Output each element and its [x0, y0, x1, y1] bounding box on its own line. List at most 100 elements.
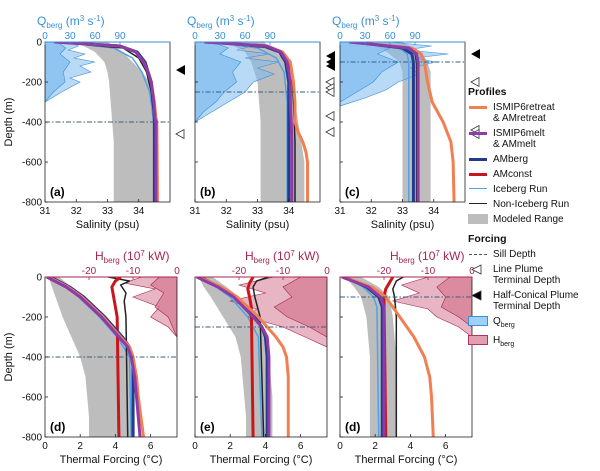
x-tick-label: 32 [366, 206, 378, 217]
legend-melt-swatch [468, 128, 488, 139]
hberg-patch [273, 277, 327, 338]
x-tick-label: 4 [408, 441, 414, 452]
x-axis-label: Salinity (psu) [371, 219, 435, 231]
top-tick-label: 0 [42, 31, 48, 42]
x-tick-label: 31 [334, 206, 346, 217]
panel-letter: (b) [200, 185, 215, 199]
y-axis-label: Depth (m) [3, 98, 15, 147]
top-tick-label: 90 [409, 31, 421, 42]
legend-amconst-swatch [468, 169, 488, 180]
x-tick-label: 2 [372, 441, 378, 452]
top-tick-label: -20 [82, 266, 97, 277]
legend-amberg-label: AMberg [493, 154, 529, 165]
x-tick-label: 4 [263, 441, 269, 452]
cone-plume-marker [176, 65, 185, 75]
top-axis-label: Qberg (m3 s-1) [187, 14, 255, 30]
series-melt [204, 42, 294, 202]
x-tick-label: 0 [192, 441, 198, 452]
legend-amberg: AMberg [468, 154, 598, 165]
top-tick-label: 30 [64, 31, 76, 42]
top-tick-label: 90 [114, 31, 126, 42]
top-tick-label: 0 [174, 266, 180, 277]
top-axis-label: Qberg (m3 s-1) [37, 14, 105, 30]
y-tick-label: -400 [22, 118, 42, 129]
line-plume-marker [325, 110, 335, 122]
plot-area [45, 42, 170, 202]
y-tick-label: -800 [22, 198, 42, 209]
top-tick-label: 30 [359, 31, 371, 42]
legend-box: Profiles ISMIP6retreat & AMretreat ISMIP6… [468, 86, 598, 386]
legend-cone-swatch [468, 290, 488, 301]
top-tick-label: 60 [239, 31, 251, 42]
y-tick-label: -600 [22, 393, 42, 404]
line-plume-marker [325, 86, 335, 98]
panel-letter: (e) [200, 420, 215, 434]
top-tick-label: -10 [421, 266, 436, 277]
y-axis-label: Depth (m) [3, 333, 15, 382]
plot-area [195, 42, 320, 202]
legend-forcing-list: Sill Depth Line Plume Terminal Depth Half-… [468, 249, 598, 350]
legend-amberg-swatch [468, 154, 488, 165]
hberg-patch [150, 277, 177, 338]
y-tick-label: -200 [22, 78, 42, 89]
x-axis-label: Thermal Forcing (°C) [210, 454, 313, 466]
panel-letter: (d) [345, 420, 360, 434]
series-melt [54, 42, 158, 202]
legend-hberg: Hberg [468, 335, 598, 350]
panel-letter: (d) [50, 420, 65, 434]
legend-qberg: Qberg [468, 316, 598, 331]
legend-line-swatch [468, 264, 488, 275]
line-plume-marker [470, 76, 480, 88]
x-tick-label: 0 [337, 441, 343, 452]
legend-sill: Sill Depth [468, 249, 598, 260]
legend-melt-label: ISMIP6melt & AMmelt [493, 128, 545, 150]
y-tick-label: -200 [22, 313, 42, 324]
plot-area [340, 277, 472, 437]
top-axis-label: Hberg (107 kW) [245, 249, 319, 265]
series-noniceberg [108, 277, 131, 437]
legend-iceberg-label: Iceberg Run [493, 184, 548, 195]
top-axis-label: Hberg (107 kW) [390, 249, 464, 265]
plot-area [340, 42, 465, 202]
x-tick-label: 34 [133, 206, 145, 217]
legend-iceberg-swatch [468, 184, 488, 195]
legend-noniceberg-swatch [468, 199, 488, 210]
legend-sill-swatch [468, 249, 488, 260]
series-noniceberg [252, 277, 270, 437]
modeled-range [76, 42, 158, 202]
plot-area [195, 277, 327, 437]
top-tick-label: 60 [384, 31, 396, 42]
series-retreat [197, 277, 290, 437]
panel-b-salinity: 31 32 33 34 Salinity (psu) (b) 0 30 60 90 Qberg (m… [187, 14, 335, 231]
x-tick-label: 33 [102, 206, 114, 217]
y-tick-label: 0 [36, 38, 42, 49]
x-tick-label: 33 [397, 206, 409, 217]
legend-line-label: Line Plume Terminal Depth [493, 264, 561, 286]
legend-amconst-label: AMconst [493, 169, 532, 180]
legend-hberg-swatch [468, 335, 488, 345]
panel-c-salinity: 31 32 33 34 Salinity (psu) (c) 0 30 60 90 Qberg (m… [332, 14, 480, 231]
top-axis-label: Hberg (107 kW) [95, 249, 169, 265]
legend-qberg-swatch [468, 316, 488, 326]
series-melt [46, 277, 142, 437]
series-retreat [349, 42, 456, 202]
legend-hberg-label: Hberg [493, 335, 515, 348]
top-tick-label: 0 [192, 31, 198, 42]
x-tick-label: 31 [39, 206, 51, 217]
y-tick-label: -600 [22, 158, 42, 169]
top-tick-label: 0 [469, 266, 475, 277]
legend-retreat-swatch [468, 102, 488, 113]
series-noniceberg [392, 277, 404, 437]
qberg-patch [195, 42, 242, 123]
cone-plume-marker [326, 61, 335, 71]
x-tick-label: 6 [443, 441, 449, 452]
x-tick-label: 34 [428, 206, 440, 217]
legend-retreat-label: ISMIP6retreat & AMretreat [493, 102, 555, 124]
top-axis-label: Qberg (m3 s-1) [332, 14, 400, 30]
x-tick-label: 32 [221, 206, 233, 217]
series-melt [349, 42, 420, 202]
legend-range: Modeled Range [468, 214, 598, 225]
x-axis-label: Thermal Forcing (°C) [60, 454, 163, 466]
